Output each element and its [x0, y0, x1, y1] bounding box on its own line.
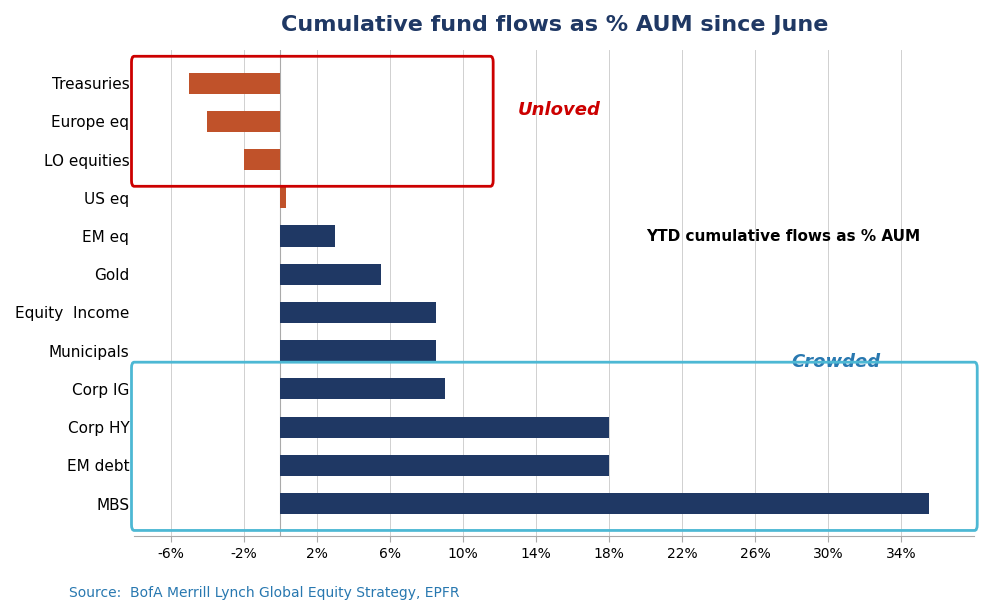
- Title: Cumulative fund flows as % AUM since June: Cumulative fund flows as % AUM since Jun…: [281, 15, 828, 35]
- Text: Unloved: Unloved: [518, 101, 601, 119]
- Text: Crowded: Crowded: [792, 353, 881, 371]
- Bar: [281, 340, 435, 361]
- Bar: [207, 111, 281, 132]
- Bar: [281, 264, 381, 285]
- Bar: [281, 379, 444, 399]
- Bar: [281, 302, 435, 323]
- Bar: [281, 493, 929, 514]
- Bar: [281, 225, 335, 247]
- Text: YTD cumulative flows as % AUM: YTD cumulative flows as % AUM: [646, 228, 920, 244]
- Bar: [281, 187, 286, 208]
- Bar: [189, 73, 281, 93]
- Bar: [281, 455, 609, 476]
- Bar: [244, 149, 281, 170]
- Text: Source:  BofA Merrill Lynch Global Equity Strategy, EPFR: Source: BofA Merrill Lynch Global Equity…: [69, 586, 460, 600]
- Bar: [281, 417, 609, 438]
